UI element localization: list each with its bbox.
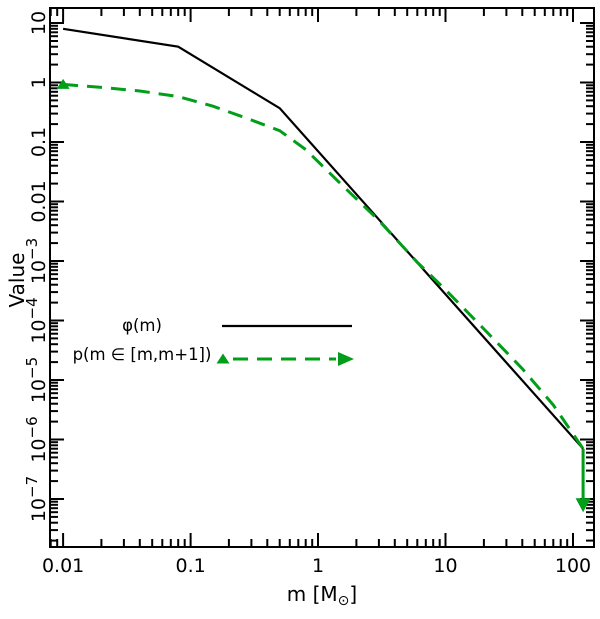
y-tick-label: 10−4 bbox=[23, 297, 50, 343]
x-tick-label: 100 bbox=[555, 555, 591, 577]
legend-p-start-triangle-icon bbox=[216, 353, 230, 364]
x-tick-label: 0.01 bbox=[42, 555, 84, 577]
legend-p-arrowhead-icon bbox=[338, 352, 354, 366]
axis-tick-labels: 0.01 0.1 1 10 100 10 1 0.1 0.01 10−3 10−4 10−5 10−6 1… bbox=[23, 11, 591, 577]
x-tick-label: 1 bbox=[312, 555, 324, 577]
y-tick-label: 10−6 bbox=[23, 416, 50, 462]
y-tick-label: 10−5 bbox=[23, 357, 50, 403]
p_interval-curve bbox=[62, 82, 585, 450]
x-tick-label: 0.1 bbox=[175, 555, 205, 577]
y-tick-label: 1 bbox=[28, 76, 50, 88]
y-tick-label: 0.1 bbox=[28, 127, 50, 157]
data-curves bbox=[56, 27, 591, 513]
x-axis-title: m [M⊙] bbox=[287, 582, 357, 609]
y-tick-label: 10−7 bbox=[23, 476, 50, 522]
p_interval-start-marker-icon bbox=[56, 78, 70, 89]
y-tick-label: 10−3 bbox=[23, 238, 50, 284]
phi-curve bbox=[62, 27, 584, 450]
x-axis-title-post: ] bbox=[349, 582, 357, 606]
y-tick-label: 10 bbox=[28, 11, 50, 35]
p_interval-terminal-arrowhead-icon bbox=[575, 498, 591, 513]
legend-phi-label: φ(m) bbox=[122, 316, 162, 335]
x-tick-label: 10 bbox=[433, 555, 457, 577]
legend: φ(m) p(m ∈ [m,m+1]) bbox=[73, 316, 354, 366]
legend-p-label: p(m ∈ [m,m+1]) bbox=[73, 345, 212, 364]
x-axis-title-pre: m [M bbox=[287, 582, 338, 606]
y-axis-title: Value bbox=[5, 253, 29, 308]
y-tick-label: 0.01 bbox=[28, 180, 50, 222]
axis-ticks bbox=[49, 8, 594, 547]
sun-symbol-icon: ⊙ bbox=[338, 593, 350, 609]
plot-frame bbox=[49, 7, 595, 548]
